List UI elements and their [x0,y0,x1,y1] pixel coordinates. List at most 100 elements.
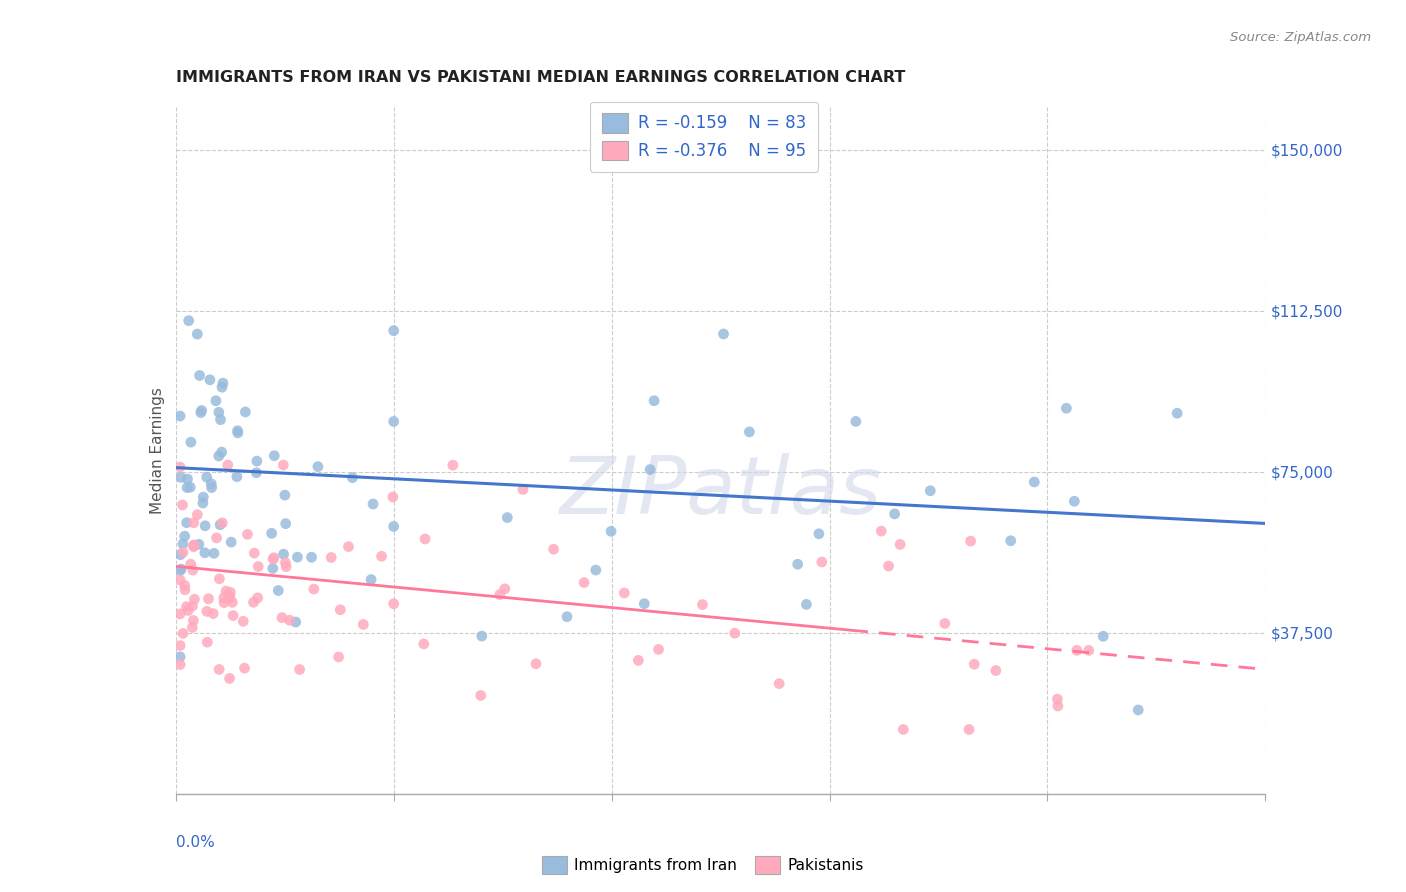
Point [246,591,269,605]
Point [692,598,714,612]
Point [243,546,266,560]
Point [382,519,405,533]
Point [190,403,212,417]
Point [613,586,636,600]
Point [170,470,193,484]
Point [600,524,623,539]
Point [226,425,249,440]
Point [176,481,198,495]
Point [512,483,534,497]
Point [172,626,194,640]
Point [273,458,295,472]
Point [195,470,218,484]
Point [202,607,225,621]
Point [194,546,217,560]
Point [361,497,384,511]
Point [179,480,201,494]
Point [173,529,195,543]
Point [959,534,981,549]
Point [381,490,404,504]
Point [219,585,242,599]
Point [633,597,655,611]
Point [181,599,204,614]
Point [638,462,661,476]
Point [413,532,436,546]
Point [195,635,218,649]
Point [236,527,259,541]
Point [169,657,191,672]
Point [768,676,790,690]
Y-axis label: Median Earnings: Median Earnings [149,387,165,514]
Point [170,562,193,576]
Point [441,458,464,472]
Point [271,610,294,624]
Point [218,591,240,606]
Point [180,557,202,571]
Point [810,555,832,569]
Point [934,616,956,631]
Point [274,516,297,531]
Point [212,596,235,610]
Point [226,424,249,438]
Point [984,664,1007,678]
Point [870,524,893,538]
Point [329,603,352,617]
Point [176,516,198,530]
Point [205,393,228,408]
Point [352,617,374,632]
Point [186,327,208,342]
Point [496,510,519,524]
Point [585,563,607,577]
Point [218,672,240,686]
Point [186,508,208,522]
Point [201,481,224,495]
Point [180,435,202,450]
Point [183,516,205,530]
Point [172,545,194,559]
Point [572,575,595,590]
Point [183,592,205,607]
Point [169,649,191,664]
Point [211,445,233,459]
Point [724,626,747,640]
Point [198,373,221,387]
Point [183,538,205,552]
Point [195,604,218,618]
Point [211,516,233,530]
Point [1063,494,1085,508]
Point [488,588,510,602]
Point [173,578,195,592]
Point [263,449,285,463]
Point [889,537,911,551]
Point [233,661,256,675]
Point [963,657,986,672]
Point [194,518,217,533]
Point [470,689,492,703]
Point [208,405,231,419]
Point [208,662,231,676]
Point [524,657,547,671]
Point [209,517,232,532]
Point [181,563,204,577]
Point [471,629,494,643]
Point [262,561,284,575]
Point [360,573,382,587]
Text: Source: ZipAtlas.com: Source: ZipAtlas.com [1230,31,1371,45]
Point [1166,406,1188,420]
Point [169,409,191,423]
Point [262,552,284,566]
Point [232,615,254,629]
Point [643,393,665,408]
Point [169,607,191,621]
Point [302,582,325,596]
Point [188,368,211,383]
Point [301,550,323,565]
Point [328,650,350,665]
Point [242,595,264,609]
Point [274,488,297,502]
Text: ZIPatlas: ZIPatlas [560,452,882,531]
Point [169,548,191,562]
Point [177,603,200,617]
Point [235,405,257,419]
Point [412,637,434,651]
